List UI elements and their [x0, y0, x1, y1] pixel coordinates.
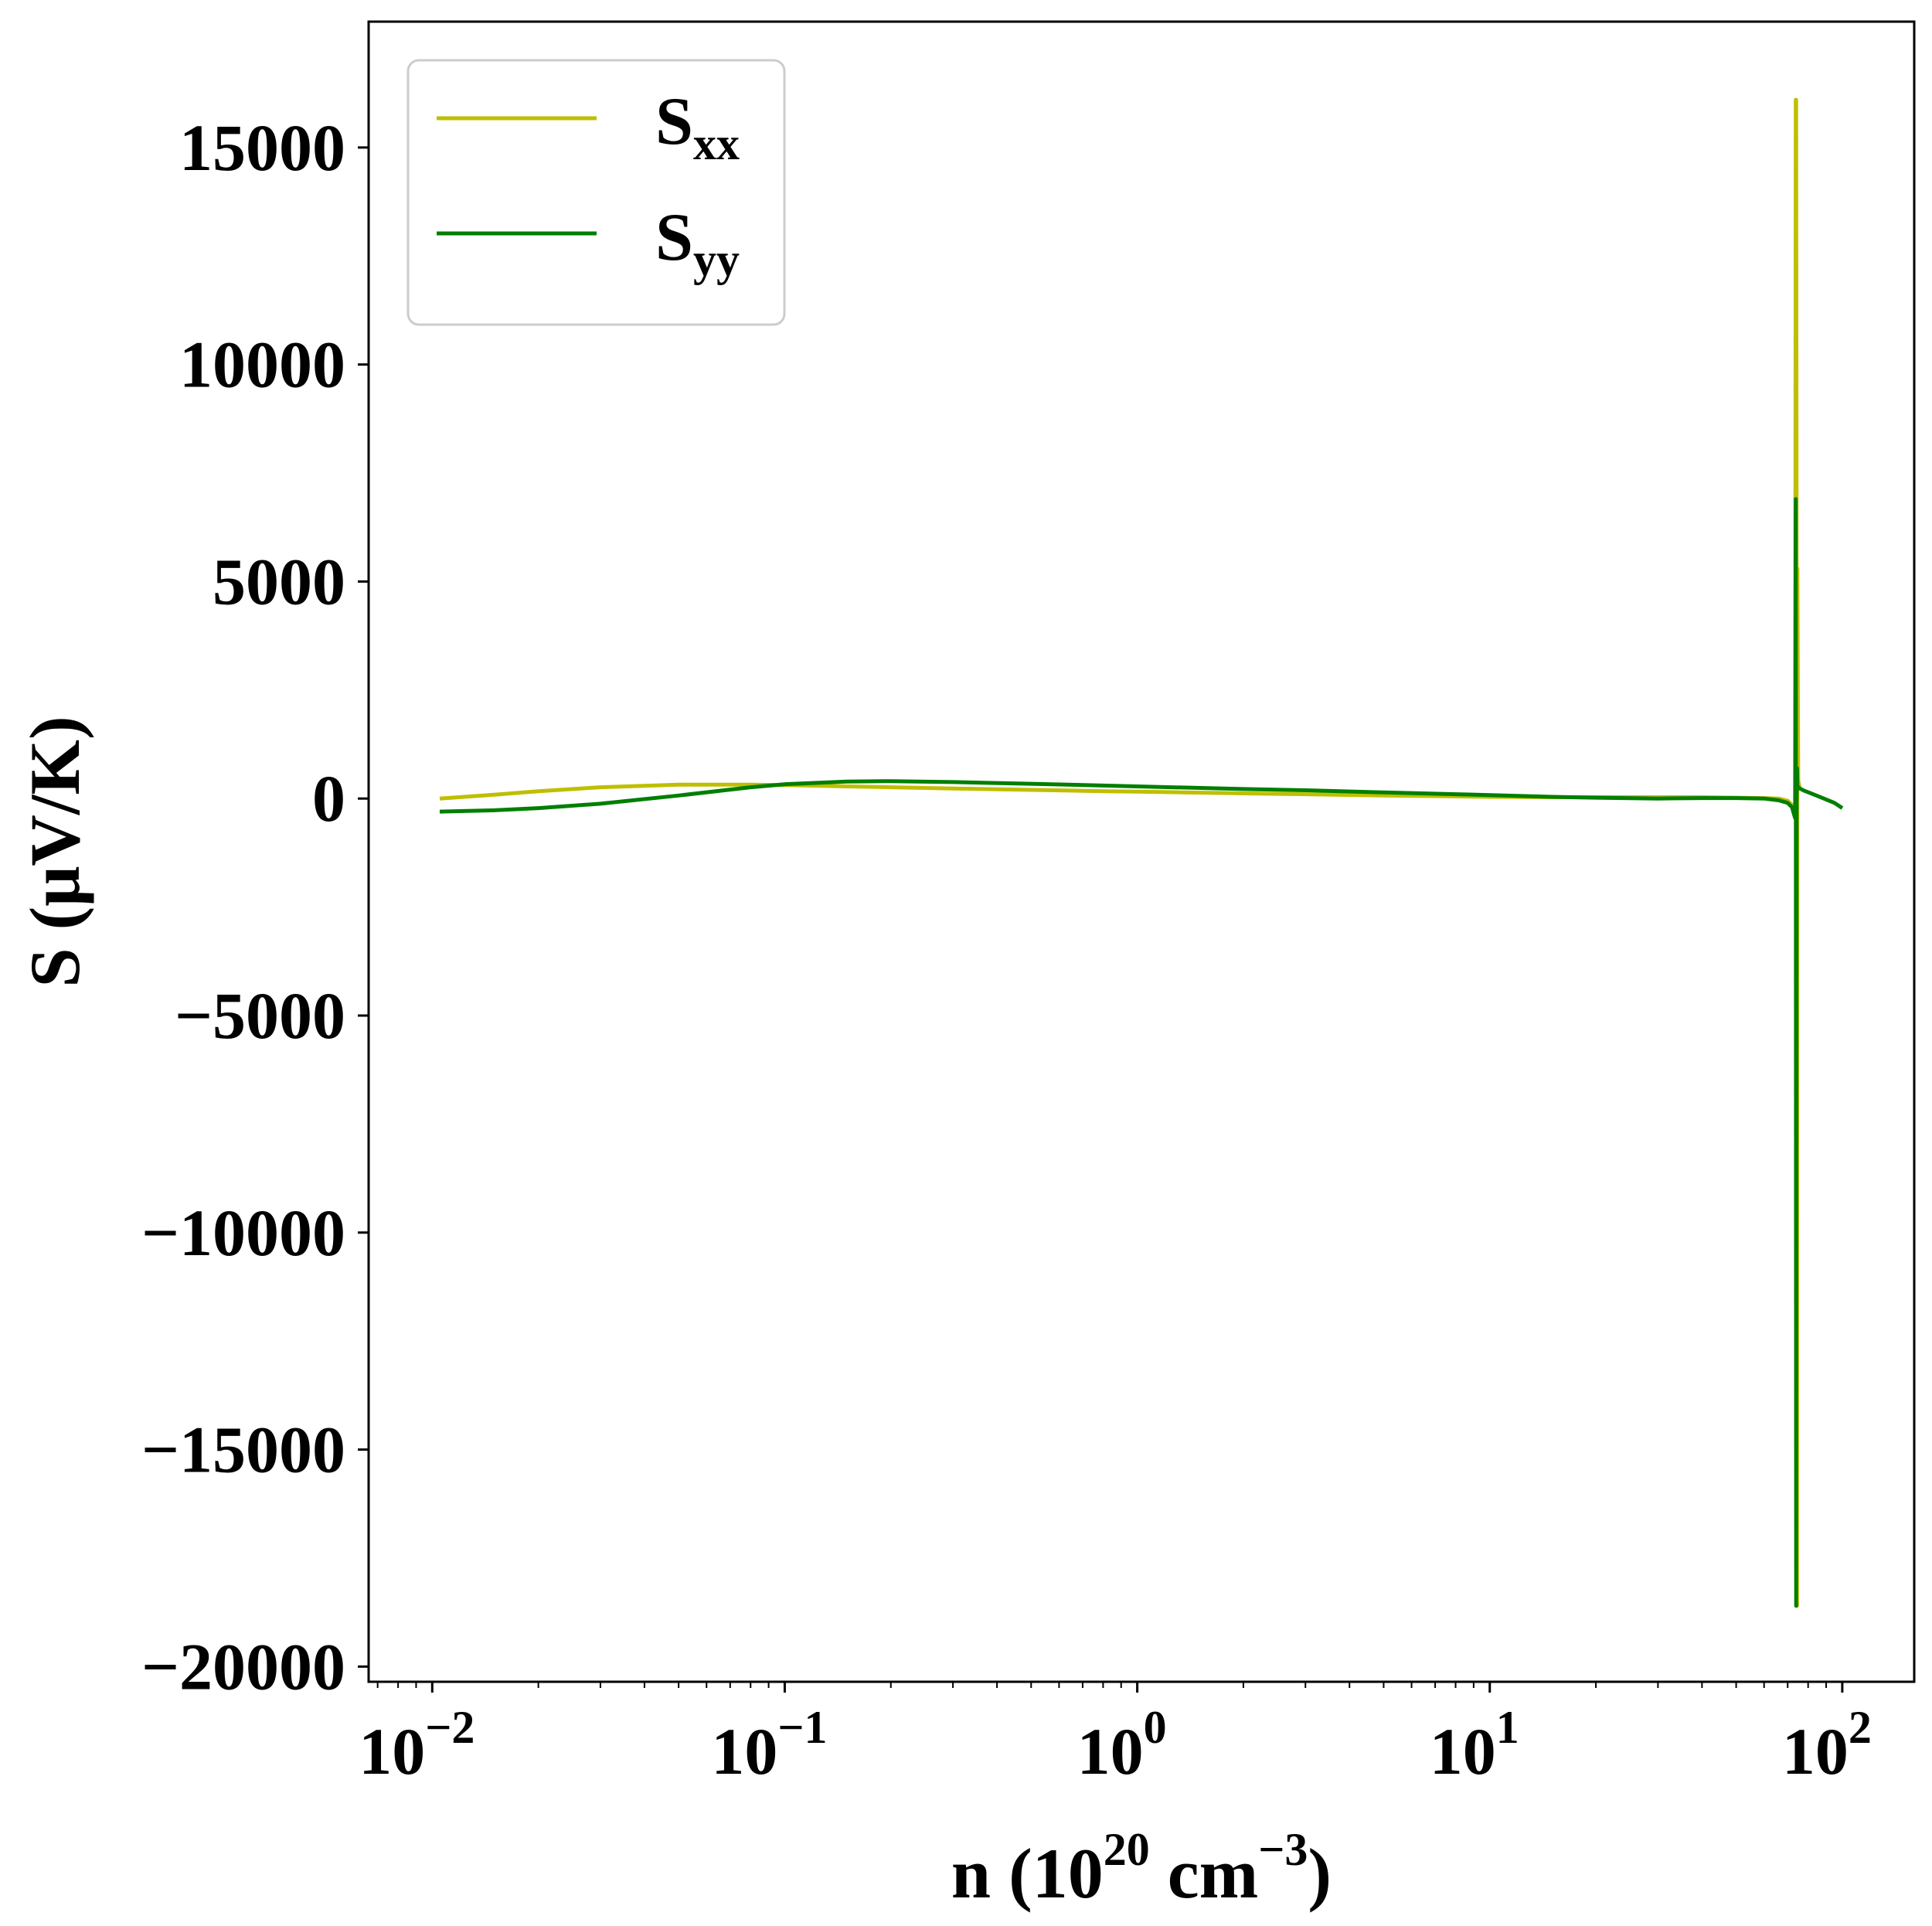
y-tick-label: 5000 [213, 544, 345, 618]
legend-box [406, 59, 786, 326]
x-tick-labels: 10−2 10−1 100 101 102 [359, 1702, 1872, 1788]
y-tick-label: 0 [312, 761, 345, 835]
y-tick-label: −15000 [141, 1413, 345, 1487]
y-tick-label: 10000 [179, 328, 345, 402]
legend-label-sxx: Sxx [655, 84, 740, 169]
x-axis-label-main: n (10 [951, 1834, 1104, 1913]
y-tick-label: −5000 [175, 978, 345, 1053]
x-axis-label: n (1020 cm−3) [951, 1824, 1332, 1913]
series-line-syy [439, 497, 1844, 1608]
legend-label-syy: Syy [655, 200, 740, 285]
y-tick-label: −10000 [141, 1196, 345, 1270]
plot-frame [367, 20, 1916, 1683]
x-tick-label: 10−1 [711, 1702, 827, 1788]
x-axis-label-mid: cm [1150, 1834, 1258, 1913]
y-axis-label: S (μV/K) [15, 716, 94, 987]
x-tick-label: 102 [1782, 1702, 1872, 1788]
y-tick-labels: 15000 10000 5000 0 −5000 −10000 −15000 −20000 [141, 111, 345, 1703]
legend: Sxx Syy [406, 59, 786, 326]
x-tick-label: 100 [1077, 1702, 1167, 1788]
y-tick-label: 15000 [179, 111, 345, 185]
series-lines [439, 97, 1844, 1608]
x-tick-label: 101 [1430, 1702, 1519, 1788]
x-axis-label-end: ) [1308, 1834, 1332, 1913]
y-tick-label: −20000 [141, 1629, 345, 1703]
x-axis-label-exp1: 20 [1104, 1824, 1150, 1875]
x-axis-label-exp2: −3 [1258, 1824, 1308, 1875]
x-tick-label: 10−2 [359, 1702, 474, 1788]
